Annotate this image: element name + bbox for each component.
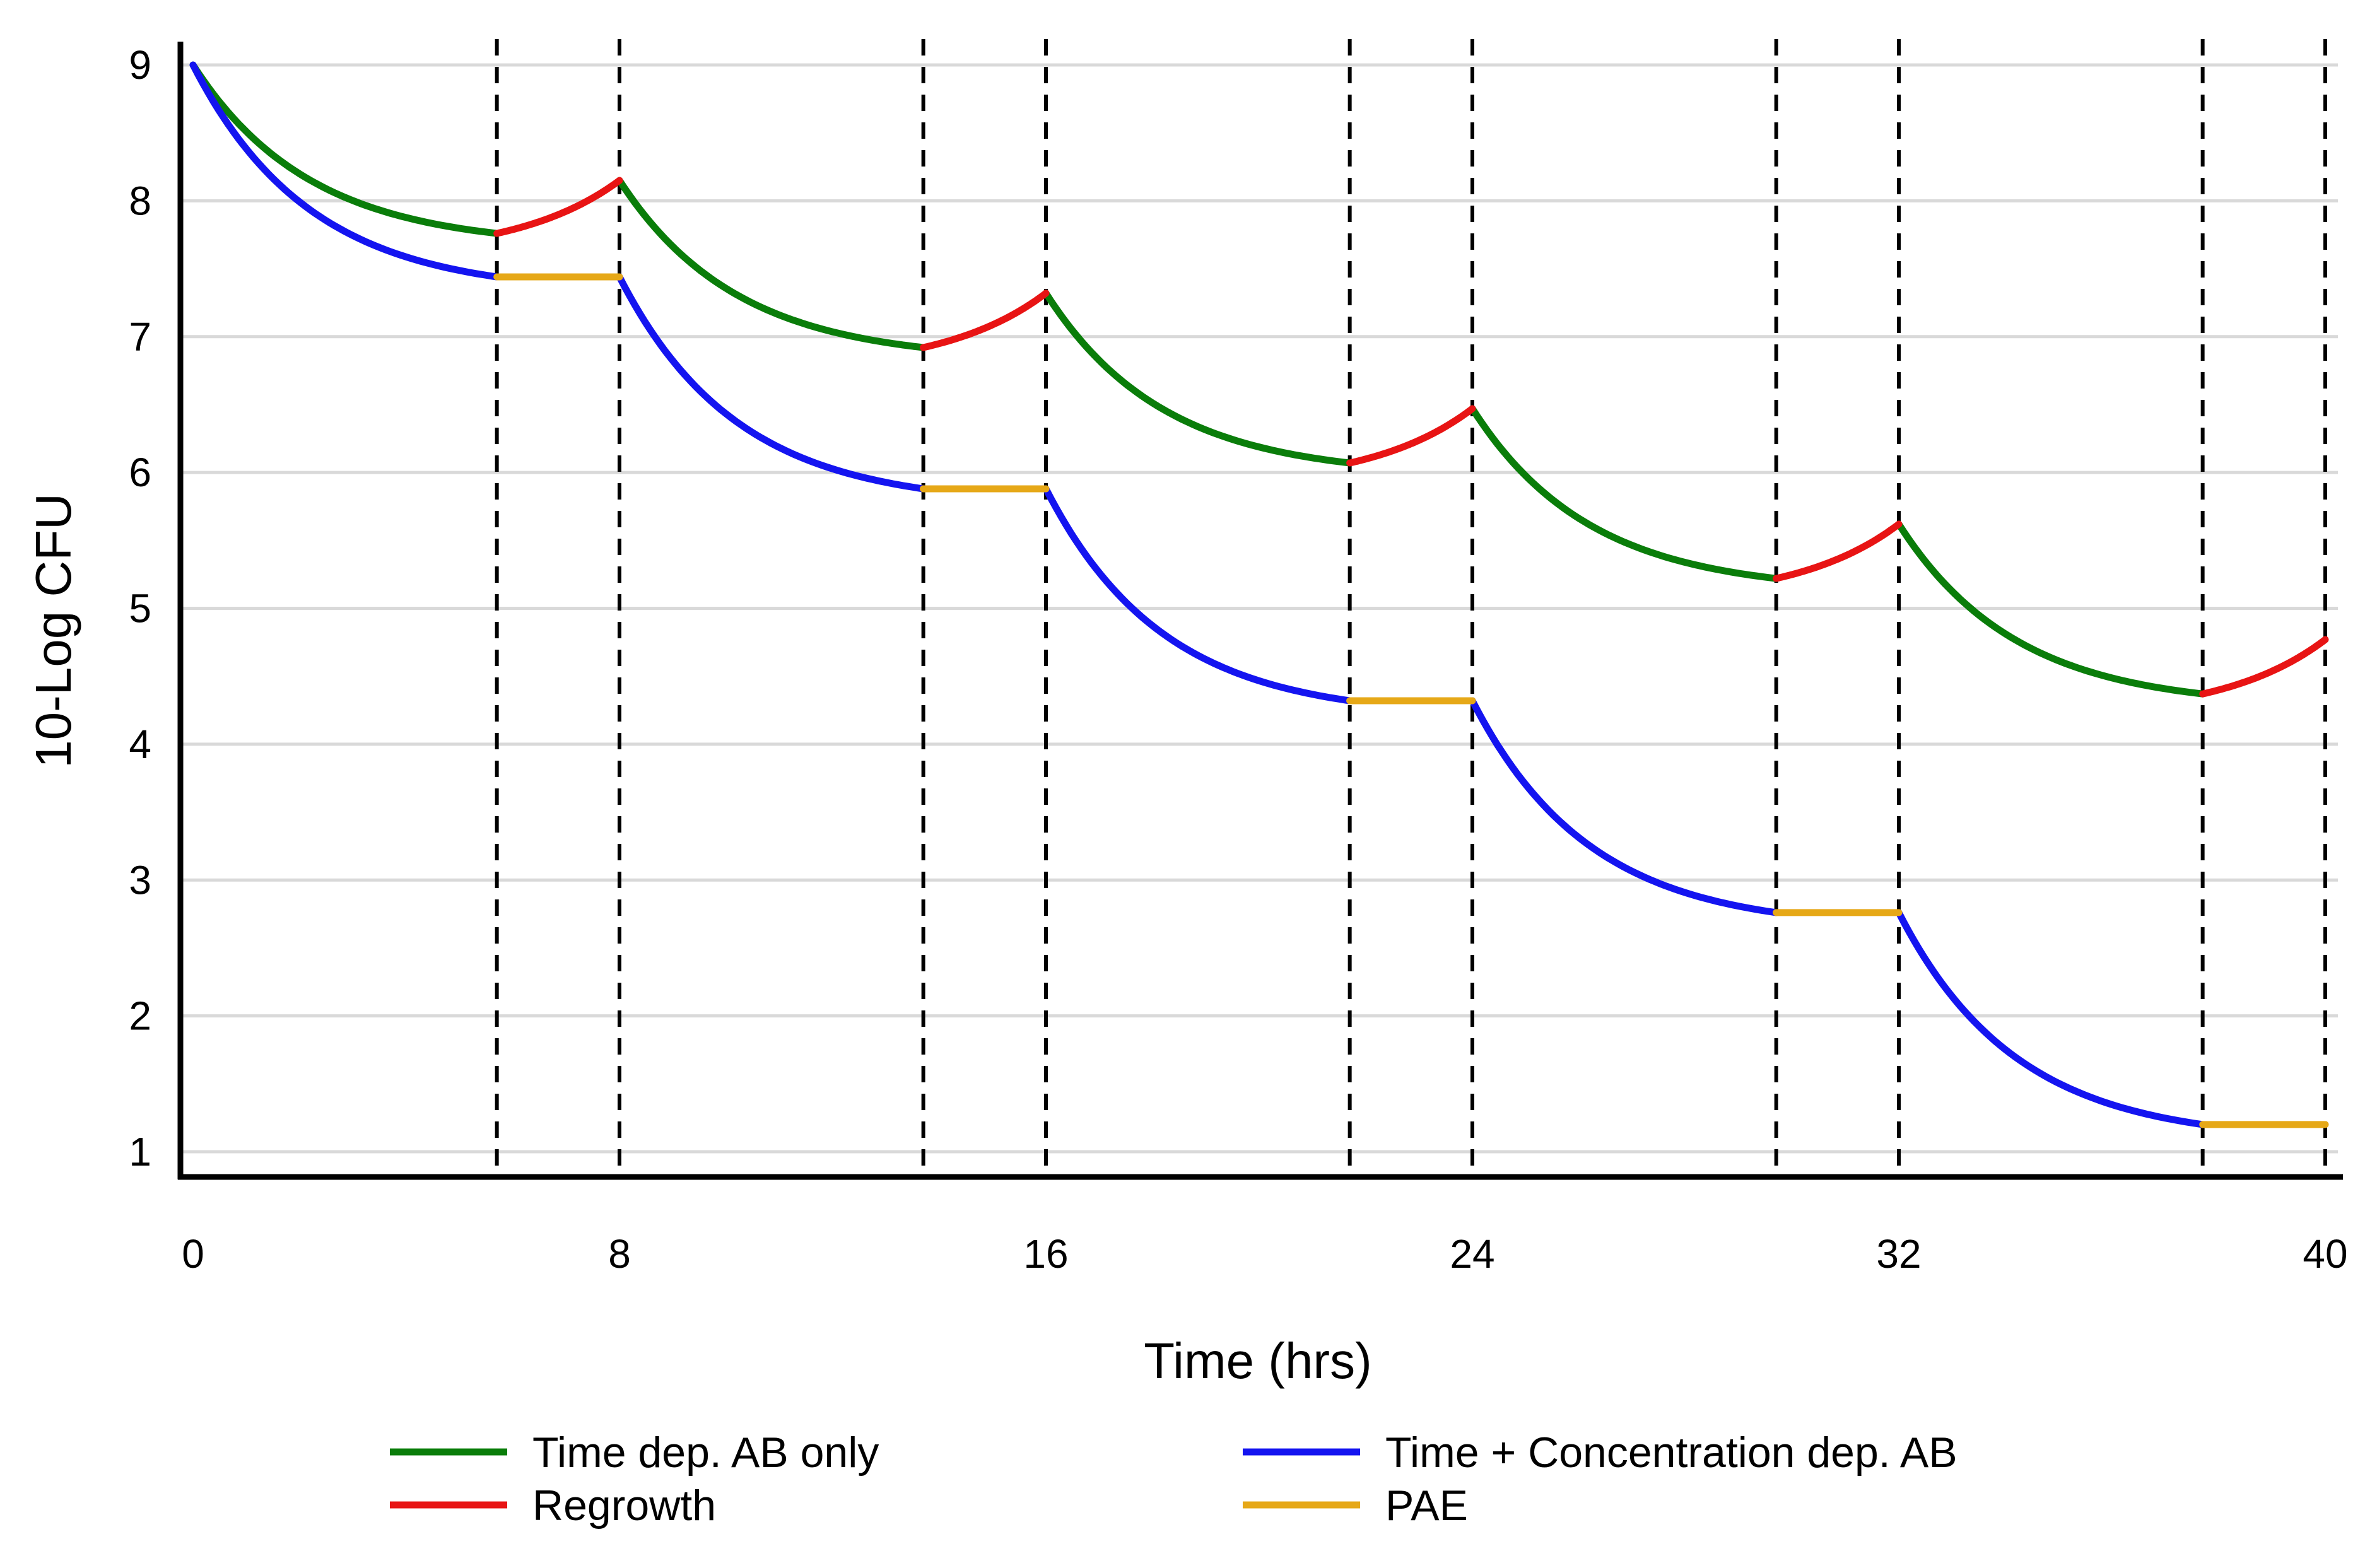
legend-label-regrowth: Regrowth [532, 1482, 716, 1530]
legend-label-pae: PAE [1385, 1482, 1468, 1530]
x-tick-label-32: 32 [1876, 1231, 1921, 1277]
time_conc-segment-2 [616, 273, 927, 493]
y-tick-label-3: 3 [129, 857, 151, 903]
time_dep-segment-5 [1895, 520, 2207, 698]
time_dep-segment-2 [616, 177, 927, 351]
regrowth-segment-1 [493, 177, 623, 237]
time_conc-segment-5 [1895, 909, 2207, 1128]
x-axis-title: Time (hrs) [1144, 1333, 1371, 1389]
regrowth-segment-3 [1346, 405, 1476, 467]
time_conc-segment-3 [1042, 485, 1354, 705]
axes-layer [177, 42, 2343, 1180]
regrowth-segment-5 [2199, 636, 2329, 698]
series-pae [493, 273, 2329, 1128]
y-axis-title: 10-Log CFU [25, 493, 81, 768]
legend-label-time_dep: Time dep. AB only [532, 1429, 879, 1477]
legend-label-time_conc: Time + Concentration dep. AB [1385, 1429, 1957, 1477]
time_dep-segment-3 [1042, 290, 1354, 467]
regrowth-segment-2 [920, 290, 1050, 351]
legend-item-pae: PAE [1243, 1482, 1468, 1530]
vertical-markers [495, 39, 2327, 1177]
time_dep-segment-4 [1469, 405, 1780, 582]
legend-item-time_conc: Time + Concentration dep. AB [1243, 1429, 1957, 1477]
y-tick-label-5: 5 [129, 586, 151, 631]
x-tick-label-24: 24 [1450, 1231, 1494, 1277]
series-time_conc [189, 61, 2207, 1128]
legend-item-regrowth: Regrowth [390, 1482, 716, 1530]
y-tick-label-6: 6 [129, 450, 151, 495]
y-tick-label-8: 8 [129, 178, 151, 223]
legend: Time dep. AB only Regrowth Time + Concentr… [390, 1429, 1957, 1530]
y-tick-label-7: 7 [129, 314, 151, 360]
series-time_dep [189, 61, 2207, 698]
y-tick-label-1: 1 [129, 1129, 151, 1174]
x-tick-label-0: 0 [182, 1231, 204, 1277]
y-tick-label-9: 9 [129, 42, 151, 88]
x-tick-label-40: 40 [2303, 1231, 2347, 1277]
x-tick-label-16: 16 [1023, 1231, 1068, 1277]
series-layer [189, 61, 2329, 1128]
grid-layer [180, 63, 2338, 1154]
time_conc-segment-4 [1469, 697, 1780, 916]
regrowth-segment-4 [1773, 520, 1903, 582]
tick-labels: 1 2 3 4 5 6 7 8 9 0 8 16 24 32 40 [129, 42, 2347, 1277]
time_conc-segment-1 [189, 61, 501, 281]
time_dep-segment-1 [189, 61, 501, 237]
y-tick-label-4: 4 [129, 722, 151, 767]
series-regrowth [493, 177, 2329, 698]
legend-item-time_dep: Time dep. AB only [390, 1429, 879, 1477]
x-tick-label-8: 8 [608, 1231, 631, 1277]
y-tick-label-2: 2 [129, 993, 151, 1039]
